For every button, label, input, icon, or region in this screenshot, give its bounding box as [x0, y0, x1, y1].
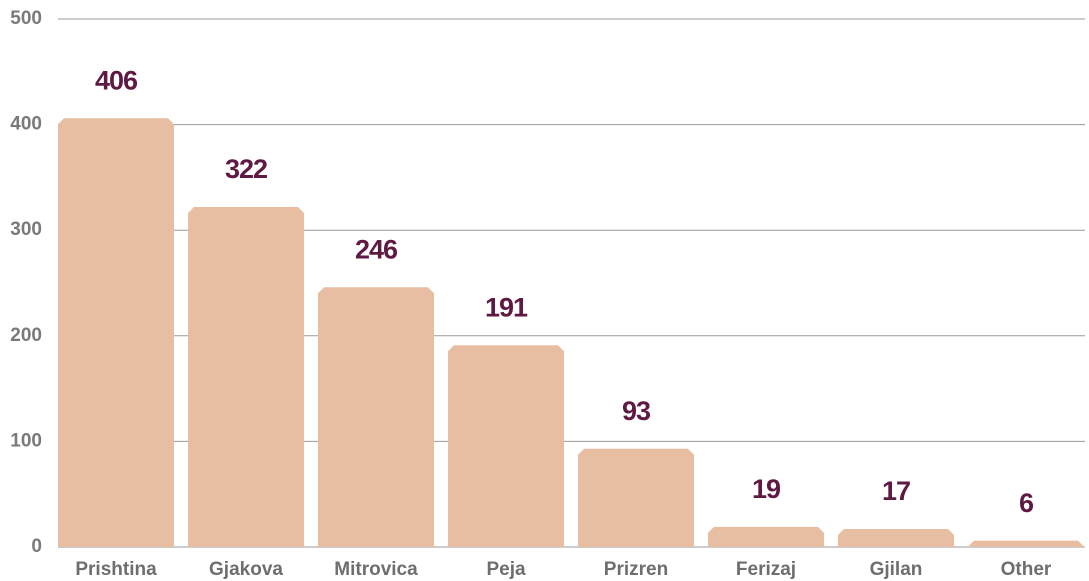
- data-label: 19: [752, 474, 781, 504]
- x-tick-label: Gjilan: [870, 559, 923, 580]
- data-label: 6: [1019, 488, 1034, 518]
- bar: [578, 448, 694, 547]
- y-tick-label: 100: [10, 430, 42, 451]
- data-label: 246: [355, 234, 398, 264]
- y-tick-label: 300: [10, 219, 42, 240]
- data-label: 17: [882, 476, 910, 506]
- y-tick-label: 0: [31, 536, 42, 557]
- data-label: 406: [95, 65, 138, 95]
- bar: [968, 540, 1084, 547]
- x-tick-label: Prizren: [604, 559, 668, 580]
- bar: [448, 345, 564, 547]
- x-tick-label: Prishtina: [75, 559, 157, 580]
- x-tick-label: Other: [1001, 559, 1052, 580]
- y-tick-label: 200: [10, 325, 42, 346]
- x-tick-label: Mitrovica: [334, 559, 418, 580]
- y-tick-label: 500: [10, 8, 42, 29]
- bar: [58, 118, 174, 547]
- data-label: 93: [622, 396, 651, 426]
- bar: [188, 206, 304, 547]
- data-label: 322: [225, 154, 267, 184]
- x-tick-label: Gjakova: [209, 559, 283, 580]
- y-tick-label: 400: [10, 114, 42, 135]
- x-tick-label: Peja: [486, 559, 526, 580]
- data-label: 191: [485, 292, 528, 322]
- x-tick-label: Ferizaj: [736, 559, 796, 580]
- bar: [708, 526, 824, 547]
- bar: [838, 529, 954, 547]
- bar: [318, 287, 434, 547]
